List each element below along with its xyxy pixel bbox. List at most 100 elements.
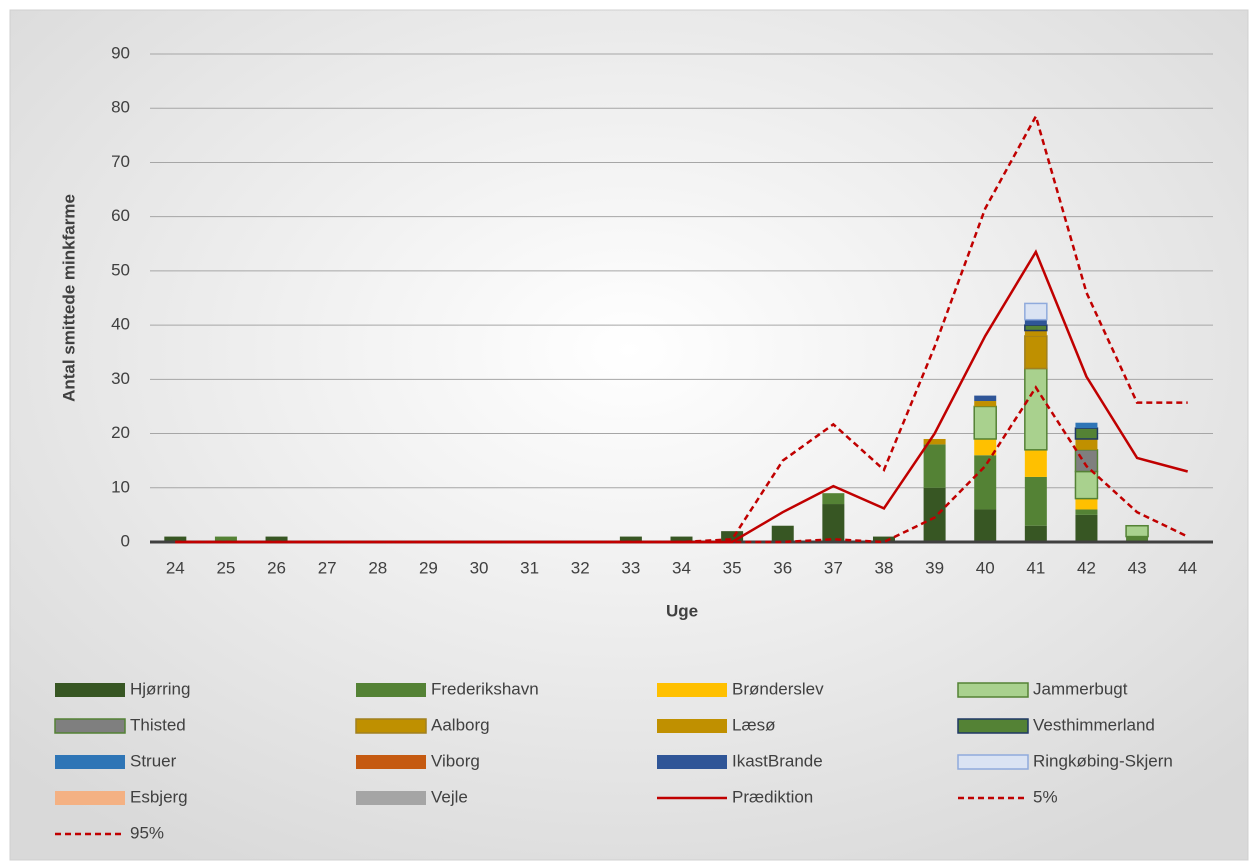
line-series — [175, 249, 1189, 544]
bar-segment — [822, 504, 845, 542]
legend-label: Struer — [130, 751, 177, 770]
x-tick-label: 26 — [267, 558, 286, 577]
line-series — [175, 113, 1188, 544]
x-tick-label: 34 — [672, 558, 691, 577]
legend-swatch — [54, 718, 126, 734]
bar-segment — [1024, 525, 1047, 542]
y-tick-label: 0 — [121, 531, 130, 550]
bar-segment — [164, 536, 187, 542]
legend-swatch — [355, 718, 427, 734]
legend-swatch — [356, 755, 426, 769]
x-tick-label: 33 — [621, 558, 640, 577]
bar-segment — [1074, 427, 1099, 440]
bar-segment — [1024, 330, 1047, 336]
bar-segment — [1024, 324, 1048, 332]
legend-label: Ringkøbing-Skjern — [1033, 751, 1173, 770]
legend-swatch — [957, 682, 1029, 698]
bar-segment — [1074, 470, 1099, 500]
y-tick-label: 60 — [111, 206, 130, 225]
legend-label: 95% — [130, 823, 164, 842]
legend-label: IkastBrande — [732, 751, 823, 770]
x-tick-label: 24 — [166, 558, 185, 577]
x-tick-label: 43 — [1128, 558, 1147, 577]
bar-segment — [974, 401, 997, 407]
bar-segment — [1125, 524, 1149, 538]
legend-label: 5% — [1033, 787, 1058, 806]
legend-label: Vesthimmerland — [1033, 715, 1155, 734]
bar-segment — [973, 405, 997, 440]
legend-swatch — [657, 755, 727, 769]
legend-label: Esbjerg — [130, 787, 188, 806]
legend-swatch — [55, 755, 125, 769]
bar-segment — [923, 444, 946, 488]
bar-segment — [974, 395, 997, 402]
bar-segment — [1024, 335, 1048, 370]
legend-label: Vejle — [431, 787, 468, 806]
bar-segment — [1075, 514, 1098, 542]
x-tick-label: 29 — [419, 558, 438, 577]
legend-swatch — [657, 719, 727, 733]
y-tick-label: 40 — [111, 315, 130, 334]
bar-segment — [1075, 509, 1098, 515]
bar-segment — [265, 536, 288, 542]
bar-segment — [214, 536, 237, 542]
bar-segment — [1126, 536, 1149, 542]
legend-swatch — [957, 718, 1029, 734]
legend-label: Prædiktion — [732, 787, 813, 806]
x-axis-title: Uge — [666, 601, 698, 620]
bar-segment — [1024, 449, 1047, 477]
x-tick-label: 37 — [824, 558, 843, 577]
bar-segment — [721, 531, 744, 542]
bar-segment — [923, 487, 946, 542]
bar-segment — [974, 509, 997, 542]
legend-label: Aalborg — [431, 715, 490, 734]
y-tick-label: 50 — [111, 260, 130, 279]
legend-swatch — [657, 683, 727, 697]
y-tick-label: 20 — [111, 423, 130, 442]
y-tick-label: 80 — [111, 98, 130, 117]
x-tick-label: 35 — [723, 558, 742, 577]
bar-segment — [670, 536, 693, 542]
y-tick-label: 70 — [111, 152, 130, 171]
y-axis-title: Antal smittede minkfarme — [59, 194, 78, 402]
x-tick-label: 38 — [875, 558, 894, 577]
legend-label: Thisted — [130, 715, 186, 734]
bar-segment — [1024, 302, 1048, 321]
bar-segment — [1075, 438, 1098, 450]
legend-label: Viborg — [431, 751, 480, 770]
legend-swatch — [55, 791, 125, 805]
x-tick-label: 27 — [318, 558, 337, 577]
x-tick-label: 28 — [368, 558, 387, 577]
y-tick-label: 10 — [111, 477, 130, 496]
bar-segment — [619, 536, 642, 542]
x-tick-label: 42 — [1077, 558, 1096, 577]
bar-segment — [974, 438, 997, 456]
legend-swatch — [957, 754, 1029, 770]
bar-segment — [1024, 367, 1048, 451]
x-tick-label: 39 — [925, 558, 944, 577]
legend-label: Jammerbugt — [1033, 679, 1128, 698]
legend-swatch — [356, 791, 426, 805]
bar-segment — [974, 455, 997, 510]
bar-segment — [822, 493, 845, 505]
legend-label: Hjørring — [130, 679, 190, 698]
bar-segment — [872, 536, 895, 542]
x-tick-label: 44 — [1178, 558, 1197, 577]
bar-segment — [1024, 319, 1047, 326]
x-tick-label: 25 — [216, 558, 235, 577]
x-tick-label: 40 — [976, 558, 995, 577]
y-tick-label: 30 — [111, 369, 130, 388]
legend-swatch — [356, 683, 426, 697]
x-tick-label: 31 — [520, 558, 539, 577]
x-tick-label: 32 — [571, 558, 590, 577]
bar-segment — [771, 525, 794, 542]
x-tick-label: 36 — [773, 558, 792, 577]
legend-swatch — [55, 683, 125, 697]
legend-label: Frederikshavn — [431, 679, 539, 698]
bar-segment — [1024, 476, 1047, 526]
bar-segment — [1075, 422, 1098, 429]
bar-segment — [923, 438, 946, 445]
bar-segment — [1074, 449, 1099, 473]
bar-segment — [1075, 498, 1098, 510]
